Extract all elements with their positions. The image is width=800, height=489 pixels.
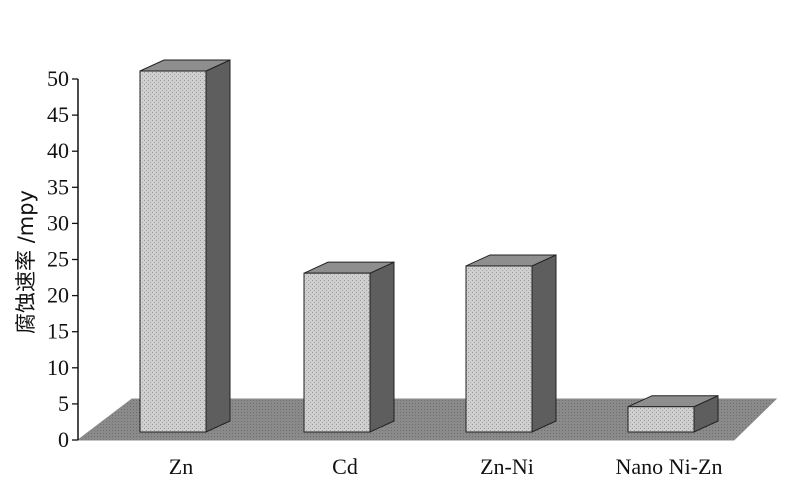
- bar: [465, 254, 557, 433]
- bar: [303, 261, 395, 433]
- y-tick-label: 40: [47, 138, 69, 163]
- y-tick-label: 25: [47, 247, 69, 272]
- y-tick-label: 10: [47, 355, 69, 380]
- bar: [627, 394, 719, 433]
- y-tick-label: 30: [47, 210, 69, 235]
- y-axis-title: 腐蚀速率 /mpy: [14, 190, 38, 334]
- bar-front: [303, 272, 371, 433]
- x-axis-labels: Zn Cd Zn-Ni Nano Ni-Zn: [169, 454, 723, 479]
- bars: [139, 59, 719, 433]
- x-category-label: Nano Ni-Zn: [616, 454, 723, 479]
- bar: [139, 59, 231, 433]
- y-tick-label: 45: [47, 102, 69, 127]
- y-tick-label: 5: [58, 391, 69, 416]
- y-tick-label: 50: [47, 66, 69, 91]
- chart-floor: [76, 398, 778, 441]
- floor-plane: [76, 398, 778, 441]
- bar-side: [369, 261, 395, 433]
- y-tick-label: 15: [47, 319, 69, 344]
- bar-front: [139, 70, 207, 433]
- bar-front: [627, 406, 695, 433]
- bar-side: [531, 254, 557, 433]
- x-category-label: Cd: [332, 454, 358, 479]
- x-category-label: Zn-Ni: [480, 454, 534, 479]
- y-tick-label: 35: [47, 174, 69, 199]
- bar-front: [465, 265, 533, 433]
- bar-side: [205, 59, 231, 433]
- y-tick-label: 0: [58, 427, 69, 452]
- y-tick-label: 20: [47, 283, 69, 308]
- x-category-label: Zn: [169, 454, 193, 479]
- y-axis: [72, 78, 79, 441]
- y-axis-ticks: 0 5 10 15 20 25 30 35 40 45 50: [47, 66, 69, 452]
